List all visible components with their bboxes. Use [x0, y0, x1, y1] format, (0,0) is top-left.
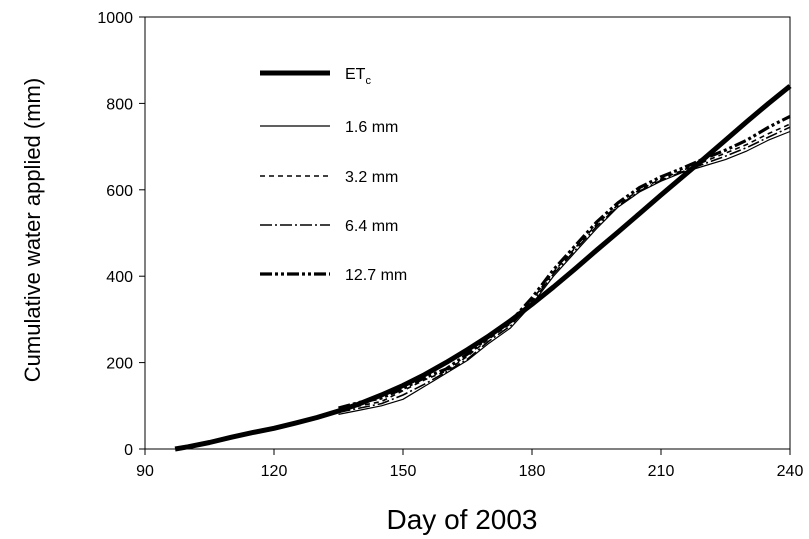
- series-line-0: [174, 84, 792, 452]
- x-tick-label: 210: [648, 463, 675, 480]
- legend-label: ETc: [345, 66, 371, 87]
- x-tick-label: 180: [519, 463, 546, 480]
- legend-label: 12.7 mm: [345, 267, 407, 284]
- x-tick-label: 240: [777, 463, 804, 480]
- y-tick-label: 0: [124, 442, 133, 459]
- y-axis-title: Cumulative water applied (mm): [20, 78, 45, 382]
- series-line-3: [338, 126, 791, 414]
- y-tick-label: 800: [106, 96, 133, 113]
- y-tick-label: 600: [106, 183, 133, 200]
- legend-label: 6.4 mm: [345, 218, 398, 235]
- x-tick-label: 150: [390, 463, 417, 480]
- plot-area: [174, 84, 792, 452]
- y-tick-label: 400: [106, 269, 133, 286]
- series-line-1: [338, 130, 791, 415]
- series-line-4: [338, 114, 791, 410]
- y-tick-label: 1000: [97, 10, 133, 27]
- axes: 90 120 150 180 210 240 0 200 400 600 800 1000: [97, 10, 803, 480]
- x-axis-title: Day of 2003: [387, 504, 538, 535]
- legend: ETc 1.6 mm 3.2 mm 6.4 mm 12.7 mm: [260, 66, 407, 284]
- x-tick-label: 90: [136, 463, 154, 480]
- x-tick-label: 120: [261, 463, 288, 480]
- legend-label: 1.6 mm: [345, 119, 398, 136]
- legend-label: 3.2 mm: [345, 169, 398, 186]
- plot-frame: [144, 16, 791, 450]
- y-tick-label: 200: [106, 356, 133, 373]
